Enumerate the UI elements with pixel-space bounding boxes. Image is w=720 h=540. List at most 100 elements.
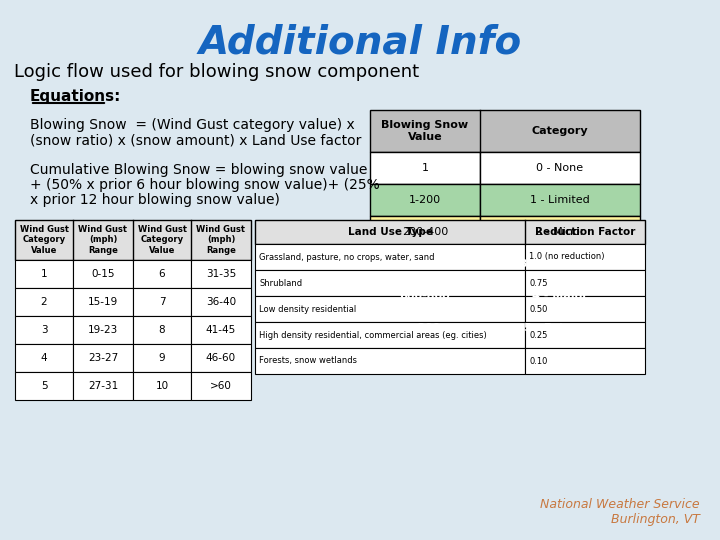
FancyBboxPatch shape (191, 260, 251, 288)
Text: 0.75: 0.75 (529, 279, 547, 287)
Text: Forests, snow wetlands: Forests, snow wetlands (259, 356, 357, 366)
FancyBboxPatch shape (370, 184, 480, 216)
FancyBboxPatch shape (370, 216, 480, 248)
Text: Wind Gust
Category
Value: Wind Gust Category Value (138, 225, 186, 255)
FancyBboxPatch shape (525, 296, 645, 322)
FancyBboxPatch shape (480, 248, 640, 280)
Text: 1 - Limited: 1 - Limited (530, 195, 590, 205)
Text: 0 - None: 0 - None (536, 163, 584, 173)
FancyBboxPatch shape (191, 372, 251, 400)
Text: 0.50: 0.50 (529, 305, 547, 314)
FancyBboxPatch shape (255, 270, 525, 296)
FancyBboxPatch shape (480, 312, 640, 344)
Text: >800: >800 (409, 323, 441, 333)
Text: 200-400: 200-400 (402, 227, 448, 237)
Text: 3 - Moderate: 3 - Moderate (520, 259, 600, 269)
FancyBboxPatch shape (15, 344, 73, 372)
FancyBboxPatch shape (370, 312, 480, 344)
Text: Wind Gust
(mph)
Range: Wind Gust (mph) Range (197, 225, 246, 255)
Text: Blowing Snow  = (Wind Gust category value) x: Blowing Snow = (Wind Gust category value… (30, 118, 355, 132)
FancyBboxPatch shape (73, 260, 133, 288)
Text: Equations:: Equations: (30, 90, 122, 105)
FancyBboxPatch shape (73, 316, 133, 344)
Text: 0-15: 0-15 (91, 269, 114, 279)
FancyBboxPatch shape (15, 372, 73, 400)
Text: Grassland, pasture, no crops, water, sand: Grassland, pasture, no crops, water, san… (259, 253, 434, 261)
Text: 1: 1 (41, 269, 48, 279)
Text: 23-27: 23-27 (88, 353, 118, 363)
Text: 2: 2 (41, 297, 48, 307)
FancyBboxPatch shape (133, 316, 191, 344)
FancyBboxPatch shape (480, 184, 640, 216)
Text: 1: 1 (421, 163, 428, 173)
Text: 41-45: 41-45 (206, 325, 236, 335)
Text: 19-23: 19-23 (88, 325, 118, 335)
FancyBboxPatch shape (73, 288, 133, 316)
Text: 27-31: 27-31 (88, 381, 118, 391)
Text: Logic flow used for blowing snow component: Logic flow used for blowing snow compone… (14, 63, 419, 81)
Text: 4: 4 (41, 353, 48, 363)
Text: 36-40: 36-40 (206, 297, 236, 307)
Text: 400-600: 400-600 (400, 259, 451, 269)
Text: 6: 6 (158, 269, 166, 279)
Text: 5 - Extreme: 5 - Extreme (524, 323, 596, 333)
FancyBboxPatch shape (133, 372, 191, 400)
Text: Blowing Snow
Value: Blowing Snow Value (382, 120, 469, 142)
FancyBboxPatch shape (255, 296, 525, 322)
FancyBboxPatch shape (191, 316, 251, 344)
Text: >60: >60 (210, 381, 232, 391)
Text: 15-19: 15-19 (88, 297, 118, 307)
Text: 1.0 (no reduction): 1.0 (no reduction) (529, 253, 605, 261)
Text: 46-60: 46-60 (206, 353, 236, 363)
Text: 10: 10 (156, 381, 168, 391)
FancyBboxPatch shape (255, 322, 525, 348)
FancyBboxPatch shape (15, 316, 73, 344)
Text: Wind Gust
Category
Value: Wind Gust Category Value (19, 225, 68, 255)
Text: 1-200: 1-200 (409, 195, 441, 205)
Text: 0.10: 0.10 (529, 356, 547, 366)
FancyBboxPatch shape (255, 220, 645, 244)
FancyBboxPatch shape (525, 270, 645, 296)
Text: 4 - Major: 4 - Major (532, 291, 588, 301)
FancyBboxPatch shape (15, 260, 73, 288)
FancyBboxPatch shape (191, 288, 251, 316)
Text: 8: 8 (158, 325, 166, 335)
FancyBboxPatch shape (15, 220, 251, 260)
FancyBboxPatch shape (370, 152, 480, 184)
FancyBboxPatch shape (525, 322, 645, 348)
Text: 5: 5 (41, 381, 48, 391)
FancyBboxPatch shape (370, 110, 640, 152)
Text: + (50% x prior 6 hour blowing snow value)+ (25%: + (50% x prior 6 hour blowing snow value… (30, 178, 379, 192)
Text: Low density residential: Low density residential (259, 305, 356, 314)
Text: Land Use Type: Land Use Type (348, 227, 433, 237)
FancyBboxPatch shape (133, 260, 191, 288)
Text: Cumulative Blowing Snow = blowing snow value: Cumulative Blowing Snow = blowing snow v… (30, 163, 367, 177)
FancyBboxPatch shape (480, 216, 640, 248)
Text: 7: 7 (158, 297, 166, 307)
Text: Additional Info: Additional Info (199, 23, 521, 61)
FancyBboxPatch shape (133, 288, 191, 316)
FancyBboxPatch shape (133, 344, 191, 372)
FancyBboxPatch shape (73, 372, 133, 400)
Text: x prior 12 hour blowing snow value): x prior 12 hour blowing snow value) (30, 193, 280, 207)
FancyBboxPatch shape (525, 348, 645, 374)
Text: 0.25: 0.25 (529, 330, 547, 340)
Text: 600-800: 600-800 (400, 291, 451, 301)
FancyBboxPatch shape (480, 280, 640, 312)
FancyBboxPatch shape (191, 344, 251, 372)
Text: Reduction Factor: Reduction Factor (535, 227, 635, 237)
Text: Wind Gust
(mph)
Range: Wind Gust (mph) Range (78, 225, 127, 255)
Text: Shrubland: Shrubland (259, 279, 302, 287)
FancyBboxPatch shape (73, 344, 133, 372)
Text: 3: 3 (41, 325, 48, 335)
Text: Category: Category (531, 126, 588, 136)
FancyBboxPatch shape (525, 244, 645, 270)
Text: High density residential, commercial areas (eg. cities): High density residential, commercial are… (259, 330, 487, 340)
FancyBboxPatch shape (370, 280, 480, 312)
FancyBboxPatch shape (370, 248, 480, 280)
Text: 31-35: 31-35 (206, 269, 236, 279)
FancyBboxPatch shape (255, 348, 525, 374)
FancyBboxPatch shape (480, 152, 640, 184)
FancyBboxPatch shape (255, 244, 525, 270)
Text: (snow ratio) x (snow amount) x Land Use factor: (snow ratio) x (snow amount) x Land Use … (30, 133, 361, 147)
